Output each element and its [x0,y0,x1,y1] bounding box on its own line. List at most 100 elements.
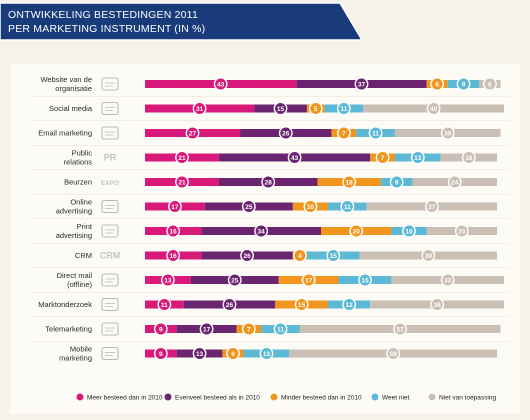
legend-marker [75,392,85,402]
value-bubble [261,175,276,189]
value-bubble [421,248,436,263]
legend-label: Niet van toepassing [439,394,496,401]
legend-marker [427,392,437,402]
value-bubble [430,77,445,91]
value-bubble [166,224,181,238]
value-bubble [368,126,383,140]
value-bubble [175,150,189,165]
value-label: 7 [247,326,251,333]
svg-text:PR: PR [104,153,117,163]
value-bubble [192,101,207,116]
value-label: 11 [372,130,379,137]
social-media-icon [101,101,119,116]
legend-label: Weet niet [382,394,410,401]
value-label: 20 [458,228,466,235]
value-label: 11 [161,302,168,309]
value-label: 12 [346,302,354,309]
value-label: 30 [444,130,452,137]
value-label: 6 [488,81,492,88]
value-bubble [440,273,455,287]
category-label: Online advertising [56,198,92,216]
pr-icon: PR [104,153,117,163]
category-label: Social media [49,104,93,113]
value-label: 11 [277,326,284,333]
value-bubble [153,322,168,336]
stacked-bar-chart: Website van de organisatie 43 37 6 9 6 Social m… [30,75,510,402]
value-bubble [430,297,445,312]
value-label: 24 [451,179,459,186]
category-label: Public relations [64,149,93,167]
value-label: 59 [390,351,398,358]
website-icon [101,77,119,91]
value-bubble [227,273,242,287]
category-label: CRM [75,251,92,260]
online-advertising-icon [101,199,119,214]
value-label: 9 [462,81,466,88]
value-bubble [336,101,351,116]
value-bubble [483,77,497,91]
value-bubble [393,322,408,336]
value-label: 15 [277,106,285,113]
value-label: 11 [340,106,347,113]
direct-mail-icon [101,273,119,287]
value-label: 10 [405,228,413,235]
legend-label: Meer besteed dan in 2010 [87,394,163,401]
value-label: 34 [258,228,266,235]
value-bubble [226,346,240,361]
value-label: 37 [358,81,366,88]
value-label: 9 [159,351,163,358]
chart-title-line1: ONTWIKKELING BESTEDINGEN 2011 [8,9,198,21]
value-label: 13 [196,351,204,358]
value-label: 17 [305,277,313,284]
mobile-marketing-icon [101,346,119,361]
value-label: 43 [217,81,225,88]
value-label: 40 [430,106,438,113]
value-label: 15 [298,302,306,309]
value-bubble [273,322,288,336]
value-bubble [354,77,369,91]
value-bubble [278,126,293,140]
value-bubble [294,297,309,312]
value-bubble [240,248,254,263]
value-bubble [440,126,455,140]
value-bubble [456,77,471,91]
value-bubble [303,199,318,214]
value-label: 28 [265,179,273,186]
value-bubble [340,199,355,214]
category-label: Beurzen [64,178,92,187]
value-bubble [308,101,323,116]
value-bubble [160,273,175,287]
value-bubble [342,175,357,189]
svg-text:CRM: CRM [100,251,121,261]
value-bubble [410,150,425,165]
value-bubble [222,297,237,312]
value-bubble [254,224,269,238]
value-bubble [342,297,357,312]
value-bubble [336,126,351,140]
value-bubble [349,224,364,238]
value-label: 13 [263,351,271,358]
legend-marker [269,392,279,402]
value-label: 13 [164,277,172,284]
value-bubble [447,175,462,189]
telemarketing-icon [101,322,119,336]
value-bubble [292,248,307,263]
value-bubble [157,297,172,312]
value-label: 31 [196,106,204,113]
value-bubble [402,224,416,238]
category-label: Print advertising [56,222,93,240]
legend-marker [163,392,173,402]
value-label: 13 [414,155,422,162]
value-bubble [273,101,288,116]
value-label: 27 [189,130,197,137]
value-bubble [175,175,189,189]
category-label: Mobile marketing [59,345,92,363]
legend-label: Evenveel besteed als in 2010 [175,394,260,401]
value-bubble [241,199,256,214]
value-bubble [461,150,476,165]
chart-title-line2: PER MARKETING INSTRUMENT (IN %) [8,23,206,35]
value-label: 16 [170,228,178,235]
value-label: 26 [243,253,251,260]
value-label: 21 [178,179,186,186]
value-bubble [301,273,316,287]
